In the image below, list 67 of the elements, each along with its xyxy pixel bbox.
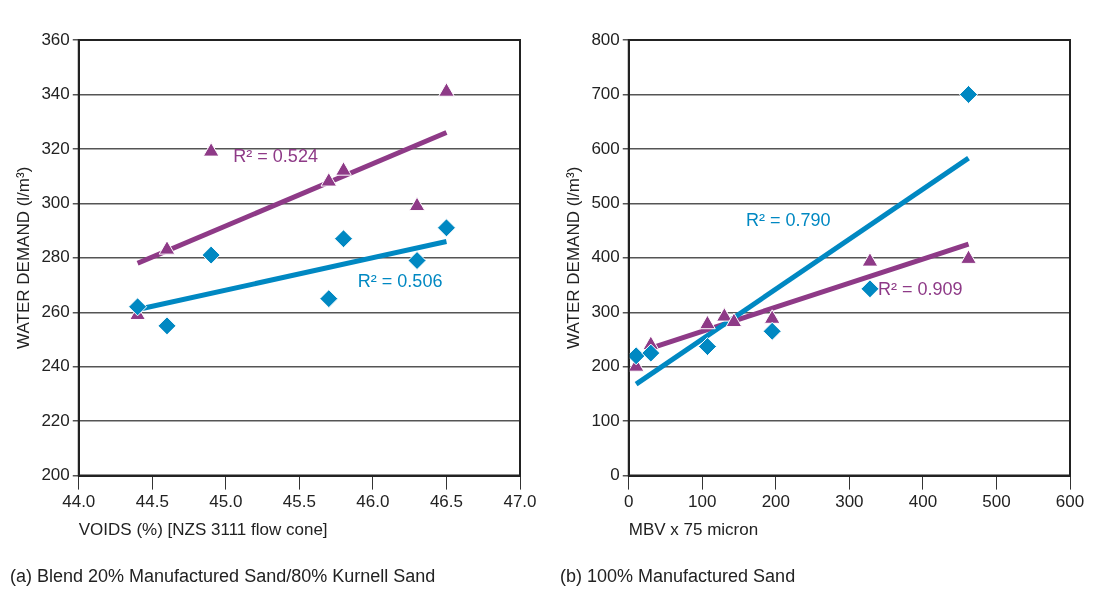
point [959,84,979,104]
x-tick-label: 200 [761,492,791,512]
point [319,289,339,309]
x-tick-label: 0 [624,492,634,512]
annotation: R² = 0.909 [878,278,963,299]
point [699,314,716,330]
point [860,279,880,299]
y-tick-label: 700 [591,84,620,104]
point [763,309,781,324]
x-tick-label: 500 [982,492,1011,512]
point [334,229,354,249]
y-tick-label: 400 [591,247,620,267]
point [408,196,426,212]
y-tick-label: 220 [41,410,70,430]
y-tick-label: 800 [591,29,620,49]
point [697,337,717,357]
x-tick-label: 44.0 [62,492,96,512]
point [725,312,743,328]
y-tick-label: 300 [41,193,70,213]
y-tick-label: 100 [591,410,620,430]
point [436,218,456,238]
point [438,82,455,97]
y-tick-label: 300 [591,301,620,321]
x-tick-label: 46.0 [356,492,390,512]
x-tick-label: 45.0 [209,492,243,512]
y-tick-label: 600 [591,138,620,158]
point [716,307,733,322]
point [201,245,221,265]
text: (b) 100% Manufactured Sand [560,566,796,587]
text: (a) Blend 20% Manufactured Sand/80% Kurnell Sand [10,566,436,587]
x-axis-title: VOIDS (%) [NZS 3111 flow cone] [78,519,328,539]
point [861,252,879,267]
y-tick-label: 320 [41,138,70,158]
point [407,251,427,271]
y-tick-label: 260 [41,301,70,321]
point [335,161,352,176]
point [320,172,338,187]
point [641,343,661,363]
y-axis-title: WATER DEMAND (l/m³) [563,166,583,349]
y-tick-label: 280 [41,247,70,267]
x-tick-label: 45.5 [282,492,316,512]
y-tick-label: 200 [41,465,70,485]
x-tick-label: 100 [688,492,717,512]
y-tick-label: 240 [41,356,70,376]
x-axis-title: MBV x 75 micron [628,519,759,539]
point [158,240,176,255]
point [628,346,646,366]
annotation: R² = 0.790 [745,209,831,230]
y-tick-label: 340 [41,84,70,104]
point [202,142,220,157]
annotation: R² = 0.506 [357,270,443,291]
y-tick-label: 0 [610,465,620,485]
x-tick-label: 400 [908,492,938,512]
y-tick-label: 360 [41,29,70,49]
x-tick-label: 47.0 [503,492,537,512]
y-axis-title: WATER DEMAND (l/m³) [13,166,33,349]
x-tick-label: 46.5 [429,492,464,512]
point [128,297,148,317]
x-tick-label: 300 [835,492,864,512]
y-tick-label: 200 [591,356,620,376]
point [762,321,782,341]
annotation: R² = 0.524 [233,145,318,166]
x-tick-label: 600 [1055,492,1085,512]
point [157,316,177,336]
y-tick-label: 500 [591,193,620,213]
point [960,249,977,264]
x-tick-label: 44.5 [135,492,169,512]
